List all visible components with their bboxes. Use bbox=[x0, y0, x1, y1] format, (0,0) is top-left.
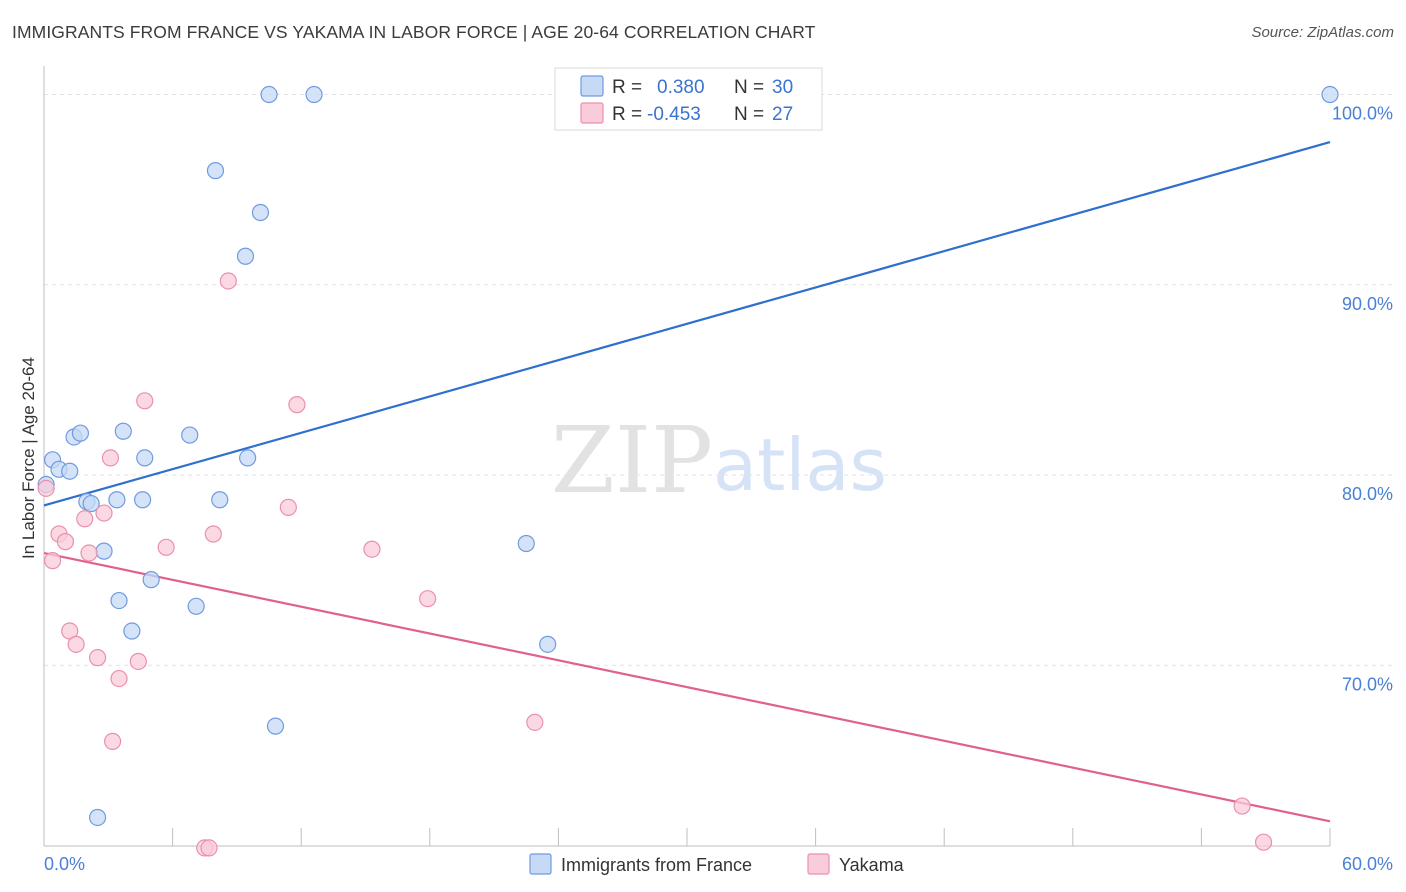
bottom-legend-label-france: Immigrants from France bbox=[561, 855, 752, 875]
axes-layer: 70.0% 80.0% 90.0% 100.0% bbox=[43, 66, 1393, 847]
legend-r-label-yakama: R = bbox=[612, 104, 642, 125]
legend-swatch-yakama bbox=[580, 102, 604, 124]
bottom-legend-label-yakama: Yakama bbox=[839, 855, 905, 875]
point-france bbox=[187, 597, 205, 615]
point-yakama bbox=[200, 839, 218, 857]
x-tick-label-left: 0.0% bbox=[44, 854, 85, 874]
chart-title: IMMIGRANTS FROM FRANCE VS YAKAMA IN LABO… bbox=[12, 22, 816, 42]
point-france bbox=[181, 426, 199, 444]
point-france bbox=[123, 622, 141, 640]
point-yakama bbox=[157, 538, 175, 556]
point-france bbox=[95, 542, 113, 560]
y-tick-label-70: 70.0% bbox=[1342, 674, 1393, 694]
legend-n-label-yakama: N = bbox=[734, 104, 764, 125]
point-yakama bbox=[363, 540, 381, 558]
point-france bbox=[260, 85, 278, 104]
point-yakama bbox=[95, 504, 113, 522]
correlation-legend: R = 0.380 N = 30 R = -0.453 N = 27 bbox=[554, 67, 823, 131]
point-france bbox=[82, 494, 100, 513]
watermark-zip: ZIP bbox=[551, 407, 713, 514]
legend-r-value-yakama: -0.453 bbox=[647, 104, 701, 125]
point-france bbox=[266, 717, 285, 735]
trend-layer bbox=[43, 141, 1331, 823]
point-yakama bbox=[204, 525, 222, 543]
series-legend: Immigrants from France Yakama bbox=[529, 853, 905, 875]
point-yakama bbox=[37, 479, 55, 497]
legend-swatch-france bbox=[580, 75, 604, 97]
point-france bbox=[142, 571, 160, 589]
point-france bbox=[114, 422, 132, 440]
point-yakama bbox=[1254, 833, 1273, 851]
point-yakama bbox=[76, 510, 94, 528]
point-yakama bbox=[56, 533, 75, 551]
legend-n-value-france: 30 bbox=[772, 77, 793, 98]
point-yakama bbox=[1233, 797, 1251, 815]
legend-r-value-france: 0.380 bbox=[657, 77, 705, 98]
point-yakama bbox=[136, 392, 154, 410]
point-france bbox=[251, 203, 270, 222]
point-yakama bbox=[219, 272, 237, 290]
point-france bbox=[305, 85, 323, 104]
point-yakama bbox=[103, 732, 122, 750]
legend-r-label-france: R = bbox=[612, 77, 642, 98]
bottom-legend-swatch-yakama bbox=[807, 853, 830, 875]
point-france bbox=[211, 491, 229, 509]
point-france bbox=[136, 449, 154, 467]
point-france bbox=[1321, 85, 1339, 104]
point-yakama bbox=[80, 544, 98, 562]
point-france bbox=[236, 247, 255, 265]
source-credit: Source: ZipAtlas.com bbox=[1251, 24, 1394, 41]
point-yakama bbox=[526, 713, 544, 731]
point-france bbox=[71, 424, 90, 442]
point-yakama bbox=[88, 649, 107, 667]
point-yakama bbox=[110, 669, 128, 688]
point-france bbox=[517, 534, 535, 553]
watermark-atlas: atlas bbox=[713, 423, 887, 507]
point-yakama bbox=[288, 396, 306, 414]
bottom-legend-swatch-france bbox=[529, 853, 552, 875]
point-france bbox=[239, 449, 257, 467]
y-tick-label-100: 100.0% bbox=[1332, 104, 1393, 124]
point-yakama bbox=[279, 498, 297, 516]
point-france bbox=[108, 491, 126, 509]
trend-line-yakama bbox=[43, 551, 1331, 823]
points-layer bbox=[37, 85, 1339, 857]
point-yakama bbox=[101, 449, 120, 467]
trend-line-france bbox=[43, 141, 1331, 507]
point-france bbox=[206, 162, 225, 180]
point-yakama bbox=[67, 635, 85, 653]
point-france bbox=[539, 635, 557, 653]
legend-n-label-france: N = bbox=[734, 77, 764, 98]
point-france bbox=[88, 808, 107, 827]
y-axis-title: In Labor Force | Age 20-64 bbox=[19, 357, 38, 559]
y-tick-label-80: 80.0% bbox=[1342, 484, 1393, 504]
point-yakama bbox=[419, 590, 437, 608]
x-tick-label-right: 60.0% bbox=[1342, 854, 1393, 874]
point-france bbox=[110, 591, 128, 610]
point-yakama bbox=[129, 652, 147, 671]
y-tick-label-90: 90.0% bbox=[1342, 294, 1393, 314]
point-france bbox=[133, 491, 152, 509]
legend-n-value-yakama: 27 bbox=[772, 104, 793, 125]
point-yakama bbox=[43, 552, 62, 570]
point-france bbox=[61, 462, 79, 480]
